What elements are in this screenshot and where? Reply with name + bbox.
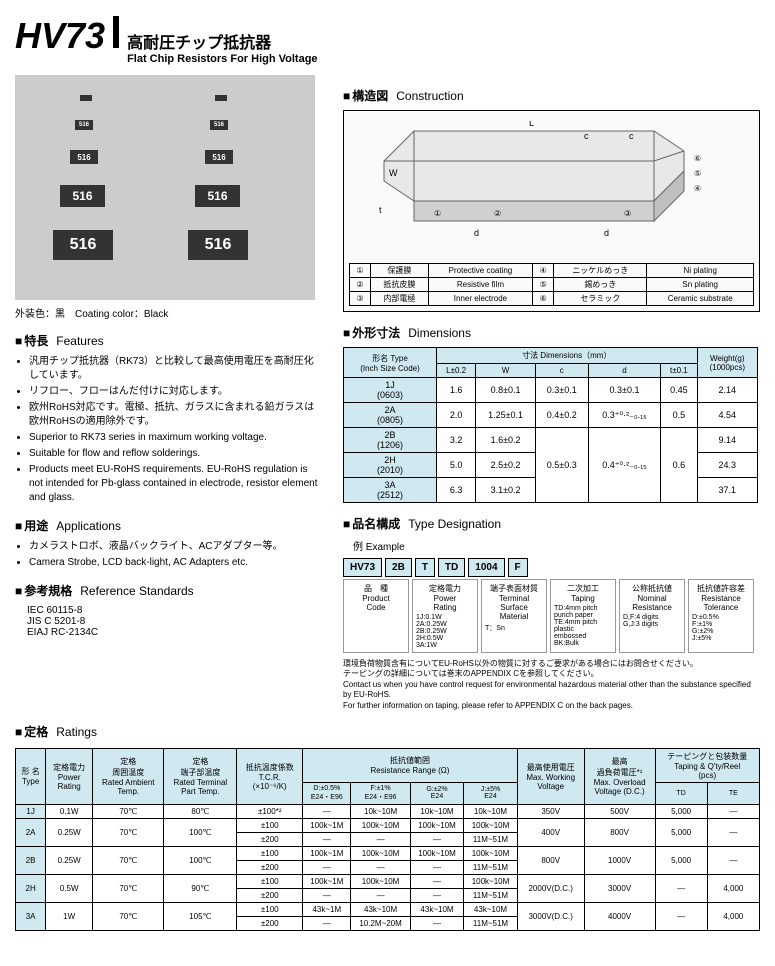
coating-en: Coating color：Black [75, 309, 168, 320]
svg-text:c: c [584, 131, 589, 141]
refs-list: IEC 60115-8JIS C 5201-8EIAJ RC-2134C [27, 605, 323, 638]
title-jp: 高耐圧チップ抵抗器 [127, 29, 317, 53]
svg-text:⑤: ⑤ [694, 169, 701, 178]
section-ratings: 定格Ratings [15, 723, 760, 740]
section-typedes: 品名構成Type Designation [343, 515, 760, 532]
divider-bar [113, 16, 119, 48]
notes: 環境負荷物質含有についてEU-RoHS以外の物質に対するご要求がある場合にはお問… [343, 659, 760, 711]
construction-table: ①保護膜Protective coating④ニッケルめっきNi plating… [349, 263, 754, 306]
svg-text:t: t [379, 205, 382, 215]
svg-text:d: d [474, 228, 479, 238]
product-code: HV73 [15, 15, 105, 57]
svg-text:W: W [389, 168, 398, 178]
section-construct: 構造図Construction [343, 87, 760, 104]
svg-text:c: c [629, 131, 634, 141]
type-designation-boxes: HV732BTTD1004F [343, 558, 760, 577]
title-en: Flat Chip Resistors For High Voltage [127, 53, 317, 65]
section-apps: 用途Applications [15, 517, 323, 534]
dimensions-table: 形名 Type(Inch Size Code)寸法 Dimensions（mm）… [343, 347, 758, 503]
construction-diagram: L c c W t d d ① ② ③ ⑥ ⑤ ④ ①保護膜Protective coa… [343, 110, 760, 312]
features-list: 汎用チップ抵抗器（RK73）と比較して最高使用電圧を高耐圧化しています。リフロー… [15, 355, 323, 505]
apps-list: カメラストロボ、液晶バックライト、ACアダプター等。Camera Strobe,… [15, 540, 323, 570]
section-refs: 参考規格Reference Standards [15, 582, 323, 599]
product-image: 516 516 516 516 516 516 516 516 [15, 75, 315, 300]
svg-text:L: L [529, 121, 534, 128]
svg-text:⑥: ⑥ [694, 154, 701, 163]
svg-text:d: d [604, 228, 609, 238]
svg-text:①: ① [434, 209, 441, 218]
ratings-table: 形 名Type 定格電力PowerRating 定格周囲温度Rated Ambi… [15, 748, 760, 931]
section-dims: 外形寸法Dimensions [343, 324, 760, 341]
svg-text:④: ④ [694, 184, 701, 193]
section-features: 特長Features [15, 332, 323, 349]
example-label: 例 Example [353, 538, 760, 553]
svg-text:③: ③ [624, 209, 631, 218]
coating-jp: 外装色：黒 [15, 309, 65, 320]
svg-text:②: ② [494, 209, 501, 218]
type-designation-desc: 品 種ProductCode定格電力PowerRating1J:0.1W2A:0… [343, 579, 760, 653]
